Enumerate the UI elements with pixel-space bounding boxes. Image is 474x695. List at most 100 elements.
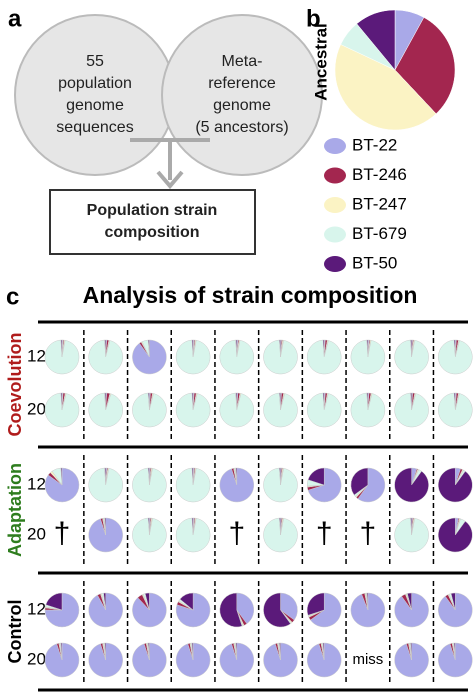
pie-slice (148, 467, 150, 486)
pie-slice (104, 517, 106, 536)
legend-label: BT-679 (352, 224, 407, 243)
pie-slice (279, 392, 281, 411)
pie-slice (45, 592, 63, 611)
pie-slice (394, 467, 429, 503)
pie-slice (148, 642, 150, 661)
pie-slice (307, 467, 342, 503)
legend-swatch (324, 197, 346, 213)
diagram-text: (5 ancestors) (195, 119, 288, 136)
pie-slice (235, 339, 238, 358)
row-label: 12 (27, 599, 46, 618)
pie-slice (60, 642, 63, 661)
diagram-text: sequences (56, 119, 133, 136)
pie-slice (279, 517, 281, 536)
pie-slice (104, 339, 106, 358)
pie-slice (191, 339, 194, 358)
group-label: Adaptation (5, 463, 25, 557)
diagram-text: genome (66, 97, 124, 114)
pie-slice (263, 592, 291, 628)
pie-slice (219, 592, 243, 628)
pie-slice (322, 339, 325, 358)
pie-slice (235, 642, 238, 661)
pie-slice (60, 392, 63, 411)
pie-slice (410, 392, 412, 411)
row-label: 12 (27, 474, 46, 493)
row-label: 12 (27, 346, 46, 365)
pie-slice (410, 517, 412, 536)
pie-slice (322, 642, 325, 661)
pie-slice (104, 467, 106, 486)
pie-slice (279, 467, 281, 486)
pie-slice (310, 592, 342, 628)
pie-slice (104, 642, 106, 661)
cell-label: miss (352, 651, 383, 668)
pie-slice (366, 592, 369, 611)
legend-label: BT-50 (352, 253, 397, 272)
pie-slice (356, 9, 396, 71)
cell-label: † (54, 517, 71, 550)
row-label: 20 (27, 399, 46, 418)
pie-slice (103, 592, 106, 611)
pie-slice (235, 467, 238, 486)
pie-slice (410, 339, 412, 358)
row-label: 20 (27, 649, 46, 668)
legend-swatch (324, 226, 346, 243)
pie-slice (236, 592, 255, 625)
pie-slice (279, 642, 281, 661)
pie-slice (191, 467, 194, 486)
diagram-text: composition (104, 224, 199, 241)
pie-slice (450, 592, 456, 611)
pie-slice (104, 392, 106, 411)
cell-label: † (316, 517, 333, 550)
pie-slice (148, 339, 150, 358)
pie-slice (407, 592, 412, 611)
pie-slice (191, 392, 194, 411)
pie-slice (453, 339, 456, 358)
cell-label: † (228, 517, 245, 550)
pie-slice (235, 392, 238, 411)
pie-slice (148, 517, 150, 536)
pie-slice (453, 392, 456, 411)
arrow-head (156, 170, 184, 190)
diagram-text: 55 (86, 53, 104, 70)
panel-label: c (6, 283, 19, 310)
pie-slice (357, 467, 386, 503)
pie-slice (144, 592, 150, 611)
panel-label: a (8, 5, 22, 32)
chart-title: Analysis of strain composition (83, 282, 418, 308)
pie-slice (191, 642, 194, 661)
pie-slice (438, 517, 473, 553)
legend-label: BT-247 (352, 194, 407, 213)
cell-label: † (360, 517, 377, 550)
pie-slice (179, 592, 194, 611)
pie-slice (334, 44, 437, 131)
row-label: 20 (27, 524, 46, 543)
connector (130, 138, 210, 180)
legend-label: BT-22 (352, 135, 397, 154)
pie-label: Ancestral (311, 23, 330, 100)
pie-slice (350, 467, 369, 496)
pie-slice (280, 592, 298, 621)
pie-slice (438, 467, 473, 503)
legend-label: BT-246 (352, 165, 407, 184)
pie-slice (148, 392, 150, 411)
legend-swatch (324, 167, 346, 184)
pie-slice (394, 17, 456, 115)
pie-slice (279, 339, 281, 358)
pie-slice (306, 592, 325, 616)
diagram-text: Meta- (222, 53, 263, 70)
pie-slice (366, 392, 369, 411)
legend-swatch (324, 256, 346, 272)
diagram-text: genome (213, 97, 271, 114)
diagram-text: reference (208, 75, 276, 92)
legend-swatch (324, 138, 346, 154)
pie-slice (307, 467, 325, 486)
pie-slice (60, 339, 63, 358)
reference-circle (161, 14, 323, 176)
input-circle (14, 14, 176, 176)
pie-slice (410, 642, 412, 661)
diagram-text: Population strain (87, 202, 218, 219)
pie-slice (191, 517, 194, 536)
group-label: Coevolution (5, 333, 25, 437)
